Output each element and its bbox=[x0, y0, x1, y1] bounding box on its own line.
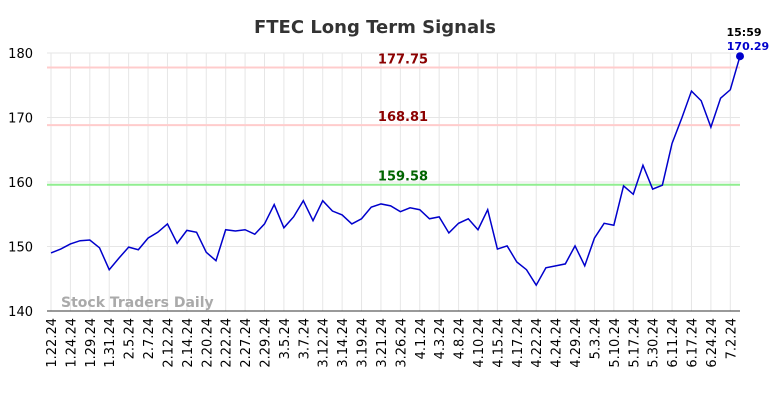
x-tick-label: 5.30.24 bbox=[647, 318, 662, 368]
y-tick-label: 140 bbox=[8, 305, 33, 320]
y-tick-label: 150 bbox=[8, 241, 33, 256]
last-time: 15:59 bbox=[726, 26, 761, 39]
x-tick-label: 6.11.24 bbox=[666, 318, 681, 368]
x-tick-label: 3.5.24 bbox=[278, 318, 293, 359]
price-line bbox=[50, 56, 741, 287]
x-tick-label: 3.26.24 bbox=[394, 318, 409, 368]
x-tick-label: 4.1.24 bbox=[414, 318, 429, 359]
x-tick-label: 1.22.24 bbox=[45, 318, 60, 368]
x-tick-label: 2.12.24 bbox=[161, 318, 176, 368]
x-tick-label: 4.3.24 bbox=[433, 318, 448, 359]
level-label: 168.81 bbox=[378, 110, 428, 125]
x-tick-label: 3.12.24 bbox=[317, 318, 332, 368]
x-tick-label: 5.17.24 bbox=[627, 318, 642, 368]
x-tick-label: 6.24.24 bbox=[705, 318, 720, 368]
x-tick-label: 3.19.24 bbox=[356, 318, 371, 368]
x-tick-label: 7.2.24 bbox=[724, 318, 739, 359]
x-tick-label: 3.21.24 bbox=[375, 318, 390, 368]
x-tick-label: 2.7.24 bbox=[142, 318, 157, 359]
y-tick-label: 170 bbox=[8, 112, 33, 127]
x-tick-label: 2.29.24 bbox=[258, 318, 273, 368]
x-tick-label: 4.29.24 bbox=[569, 318, 584, 368]
level-label: 159.58 bbox=[378, 170, 428, 185]
x-tick-label: 4.22.24 bbox=[530, 318, 545, 368]
x-tick-label: 1.31.24 bbox=[103, 318, 118, 368]
watermark: Stock Traders Daily bbox=[61, 295, 214, 311]
x-tick-label: 2.27.24 bbox=[239, 318, 254, 368]
x-tick-label: 1.29.24 bbox=[84, 318, 99, 368]
x-tick-label: 4.10.24 bbox=[472, 318, 487, 368]
y-tick-label: 180 bbox=[8, 47, 33, 62]
last-price: 170.29 bbox=[727, 40, 769, 53]
x-tick-label: 4.17.24 bbox=[511, 318, 526, 368]
last-point bbox=[736, 52, 744, 61]
x-tick-label: 6.17.24 bbox=[685, 318, 700, 368]
x-tick-label: 4.15.24 bbox=[491, 318, 506, 368]
x-tick-label: 2.20.24 bbox=[200, 318, 215, 368]
x-tick-label: 2.5.24 bbox=[123, 318, 138, 359]
x-tick-label: 3.14.24 bbox=[336, 318, 351, 368]
level-label: 177.75 bbox=[378, 53, 428, 68]
x-tick-label: 4.8.24 bbox=[453, 318, 468, 359]
x-tick-label: 4.24.24 bbox=[550, 318, 565, 368]
x-tick-label: 2.22.24 bbox=[220, 318, 235, 368]
x-tick-label: 5.3.24 bbox=[588, 318, 603, 359]
x-tick-label: 1.24.24 bbox=[64, 318, 79, 368]
chart-title: FTEC Long Term Signals bbox=[254, 17, 496, 38]
x-tick-label: 2.14.24 bbox=[181, 318, 196, 368]
x-tick-label: 3.7.24 bbox=[297, 318, 312, 359]
x-tick-label: 5.10.24 bbox=[608, 318, 623, 368]
y-tick-label: 160 bbox=[8, 176, 33, 191]
